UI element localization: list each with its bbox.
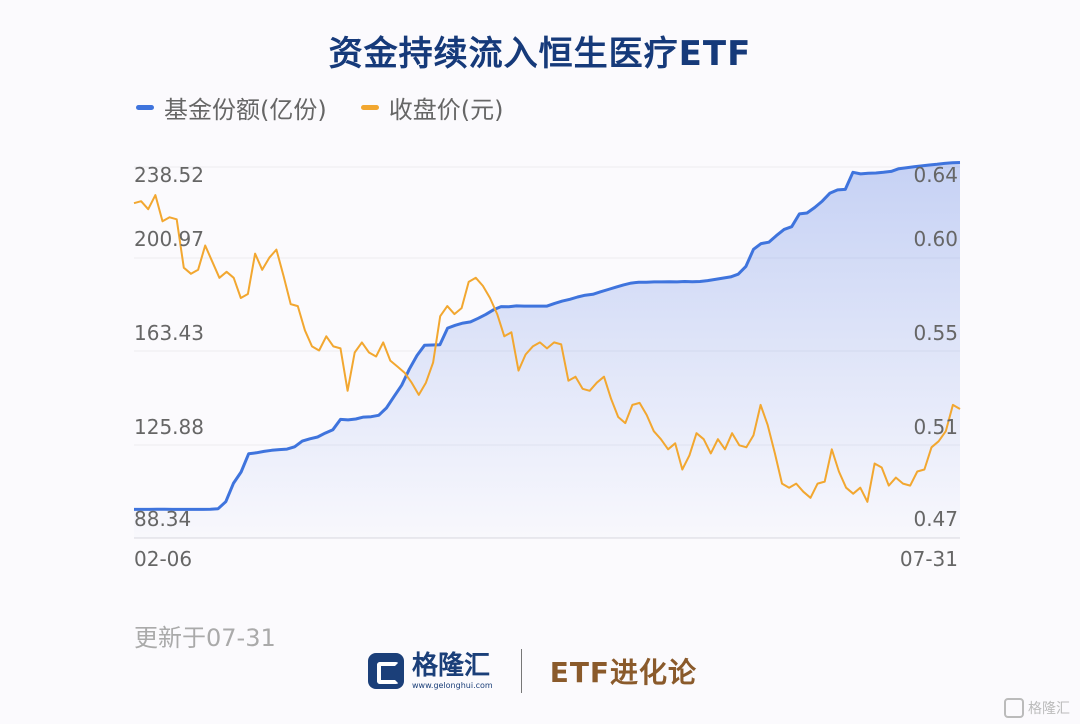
legend-item-price: 收盘价(元) — [360, 90, 504, 125]
legend-swatch-price — [360, 104, 379, 110]
left-tick-label: 200.97 — [134, 227, 204, 251]
right-tick-label: 0.60 — [913, 227, 958, 251]
brand-name: 格隆汇 — [412, 650, 491, 681]
brand-logo: 格隆汇 www.gelonghui.com — [368, 653, 493, 690]
right-tick-label: 0.51 — [913, 415, 958, 439]
gelonghui-logo-icon — [368, 653, 404, 689]
brand-footer: 格隆汇 www.gelonghui.com ETF进化论 — [368, 648, 697, 694]
series-line-shares — [134, 161, 961, 511]
left-tick-label: 238.52 — [134, 163, 204, 187]
watermark-text: 格隆汇 — [1028, 701, 1070, 717]
legend-swatch-shares — [136, 104, 154, 110]
right-tick-label: 0.47 — [913, 507, 958, 531]
brand-divider — [520, 649, 522, 693]
x-tick-label-end: 07-31 — [900, 547, 958, 571]
left-tick-label: 163.43 — [134, 321, 204, 345]
legend-label-price: 收盘价(元) — [388, 95, 504, 124]
brand-url: www.gelonghui.com — [412, 680, 493, 690]
left-tick-label: 125.88 — [134, 415, 204, 439]
legend-item-shares: 基金份额(亿份) — [136, 90, 327, 125]
watermark-logo-icon — [1004, 698, 1024, 718]
chart-title: 资金持续流入恒生医疗ETF — [328, 34, 752, 74]
right-tick-label: 0.55 — [913, 321, 958, 345]
legend: 基金份额(亿份) 收盘价(元) — [136, 90, 537, 125]
chart-svg: 238.52 200.97 163.43 125.88 88.34 0.64 0.60 0.5… — [133, 161, 961, 571]
series-area-shares — [134, 162, 960, 538]
watermark: 格隆汇 — [1004, 698, 1070, 718]
series-line-price — [133, 194, 961, 503]
x-tick-label-start: 02-06 — [134, 547, 192, 571]
right-tick-label: 0.64 — [913, 163, 958, 187]
axis-labels: 238.52 200.97 163.43 125.88 88.34 0.64 0.60 0.5… — [134, 163, 958, 571]
column-name: ETF进化论 — [549, 656, 698, 689]
legend-label-shares: 基金份额(亿份) — [164, 95, 327, 124]
updated-text: 更新于07-31 — [134, 624, 276, 652]
left-tick-label: 88.34 — [134, 507, 191, 531]
